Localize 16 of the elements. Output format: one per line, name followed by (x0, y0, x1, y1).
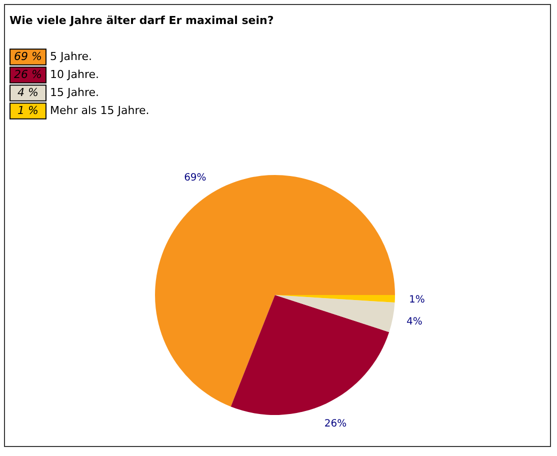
data-label: 26% (324, 418, 347, 430)
chart-title: Wie viele Jahre älter darf Er maximal sein? (10, 14, 274, 27)
pie-slice (230, 295, 390, 415)
text: 1 % (18, 104, 38, 117)
legend-label: 10 Jahre. (50, 68, 99, 81)
legend-label: 15 Jahre. (50, 86, 99, 99)
text: 69 % (14, 50, 42, 63)
pie-slice (275, 295, 395, 332)
legend-label: 5 Jahre. (50, 50, 92, 63)
data-label: 69% (184, 172, 206, 184)
legend-label: Mehr als 15 Jahre. (50, 104, 150, 117)
text: 26 % (14, 68, 42, 81)
data-label: 1% (408, 294, 425, 306)
data-label: 4% (406, 316, 422, 328)
text: 4 % (18, 86, 38, 99)
pie-slice (155, 175, 395, 407)
